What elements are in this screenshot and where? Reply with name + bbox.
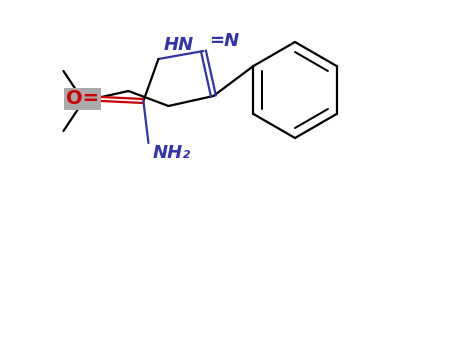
Text: HN: HN xyxy=(163,36,194,54)
Text: NH₂: NH₂ xyxy=(152,144,191,162)
Text: O=: O= xyxy=(66,90,100,108)
Text: =N: =N xyxy=(209,32,240,50)
